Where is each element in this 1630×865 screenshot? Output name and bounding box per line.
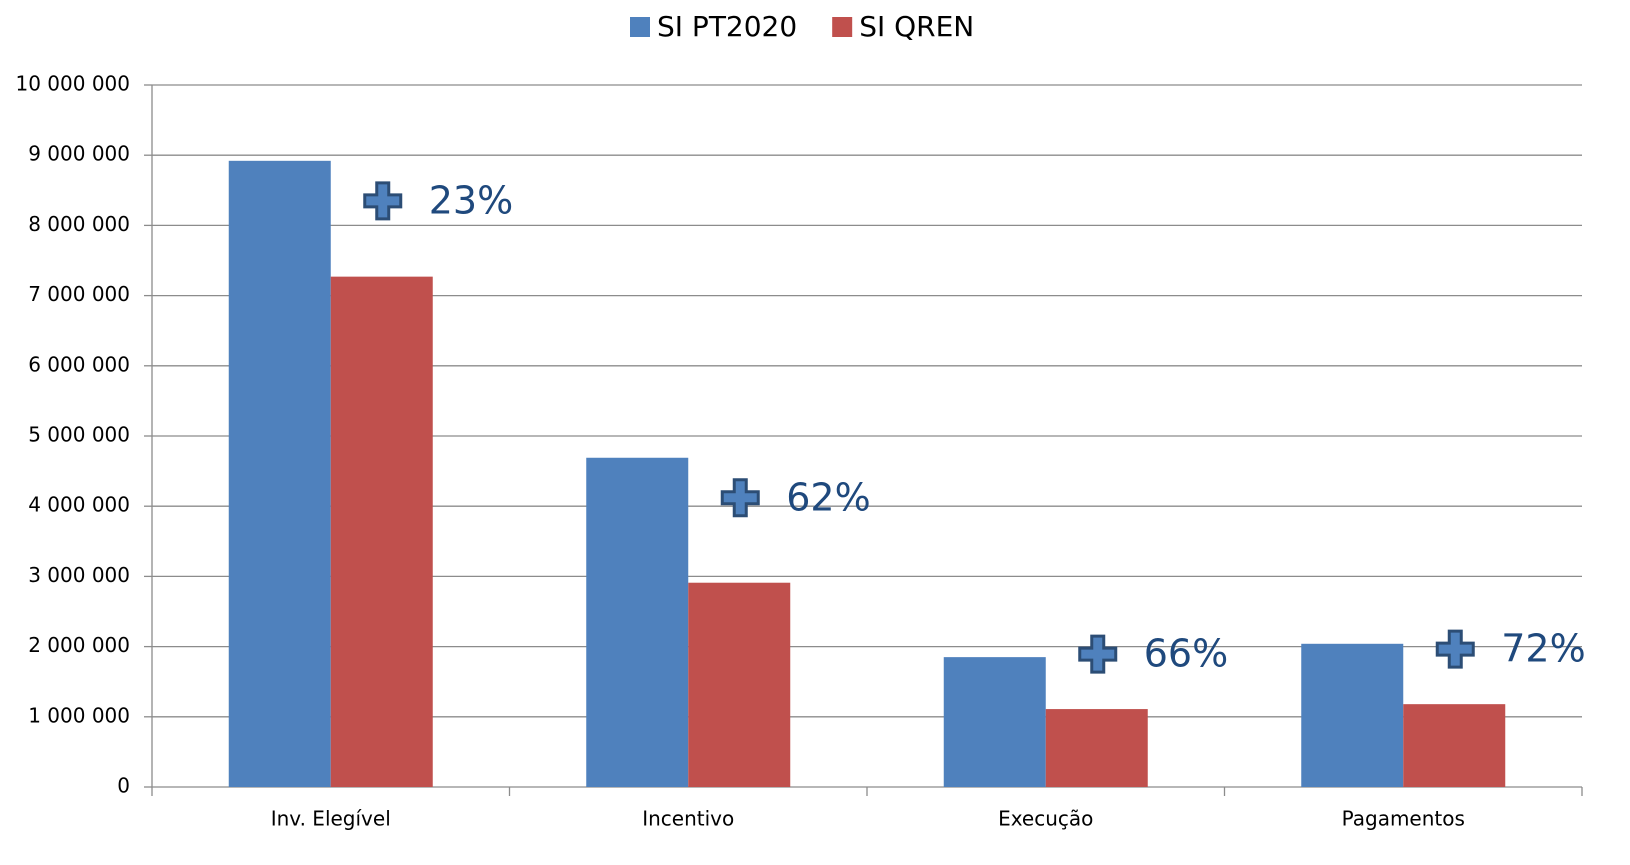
x-tick-label: Inv. Elegível xyxy=(271,807,391,831)
annotation: 23% xyxy=(429,178,513,222)
bar xyxy=(1045,709,1148,787)
y-tick-label: 5 000 000 xyxy=(28,423,130,447)
plus-shape xyxy=(1435,629,1475,669)
x-tick-label: Pagamentos xyxy=(1342,807,1465,831)
bar xyxy=(330,276,433,787)
legend-swatch xyxy=(832,17,853,37)
y-tick-label: 7 000 000 xyxy=(28,282,130,306)
bar xyxy=(228,160,331,788)
y-tick-label: 2 000 000 xyxy=(28,633,130,657)
legend-label: SI QREN xyxy=(859,10,974,43)
annotation: 72% xyxy=(1501,627,1585,671)
bar xyxy=(943,657,1046,787)
bar xyxy=(1301,643,1404,787)
bar xyxy=(1403,704,1506,787)
plus-shape xyxy=(1078,634,1118,674)
y-tick-label: 0 xyxy=(117,774,130,798)
plus-shape xyxy=(720,478,760,518)
y-tick-label: 3 000 000 xyxy=(28,563,130,587)
plus-icon xyxy=(720,478,760,518)
bar xyxy=(586,457,689,787)
legend-label: SI PT2020 xyxy=(657,10,797,43)
y-tick-label: 6 000 000 xyxy=(28,352,130,376)
annotation: 62% xyxy=(786,475,870,519)
plus-icon xyxy=(363,181,403,221)
y-tick-label: 4 000 000 xyxy=(28,493,130,517)
bar xyxy=(688,582,791,787)
x-tick-label: Execução xyxy=(998,807,1093,831)
plus-icon xyxy=(1078,634,1118,674)
y-tick-label: 8 000 000 xyxy=(28,212,130,236)
legend-swatch xyxy=(630,17,650,37)
y-tick-label: 10 000 000 xyxy=(15,72,130,96)
plus-icon xyxy=(1435,629,1475,669)
x-tick-label: Incentivo xyxy=(642,807,734,831)
plus-shape xyxy=(363,181,403,221)
y-tick-label: 1 000 000 xyxy=(28,703,130,727)
y-tick-label: 9 000 000 xyxy=(28,142,130,166)
annotation: 66% xyxy=(1144,632,1228,676)
